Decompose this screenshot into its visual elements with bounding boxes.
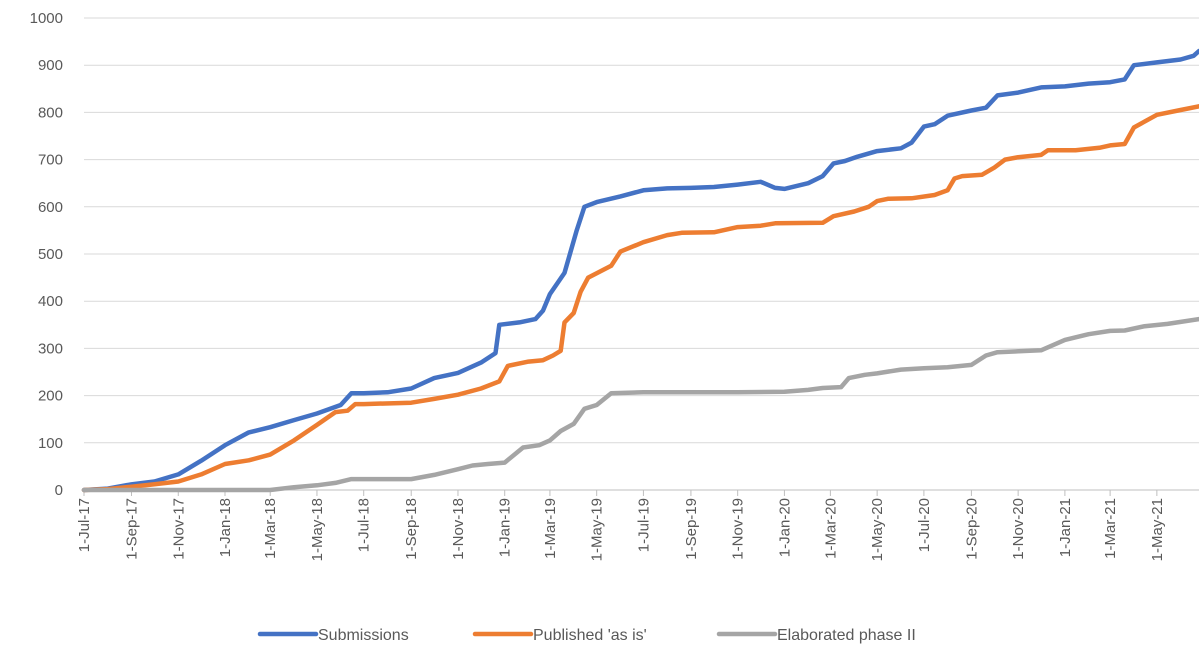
legend-label: Elaborated phase II [777, 627, 916, 644]
x-axis-ticks: 1-Jul-17 1-Sep-17 1-Nov-17 1-Jan-18 1-Mar-18… [76, 490, 1166, 561]
y-tick-label: 500 [38, 246, 63, 263]
x-tick-label: 1-Mar-18 [262, 498, 279, 559]
x-tick-label: 1-Mar-19 [542, 498, 559, 559]
x-tick-label: 1-May-19 [589, 498, 606, 561]
y-tick-label: 100 [38, 435, 63, 452]
legend-label: Published 'as is' [533, 627, 647, 644]
y-axis-ticks: 0 100 200 300 400 500 600 700 800 900 1000 [30, 10, 63, 499]
series-line-0 [81, 48, 1199, 493]
x-tick-label: 1-Jan-18 [217, 498, 234, 557]
x-tick-label: 1-Sep-19 [683, 498, 700, 560]
x-tick-label: 1-Jul-18 [356, 498, 373, 552]
legend: Submissions Published 'as is' Elaborated p… [257, 627, 916, 644]
x-tick-label: 1-Jan-20 [776, 498, 793, 557]
x-tick-label: 1-Jul-19 [635, 498, 652, 552]
x-tick-label: 1-Mar-21 [1102, 498, 1119, 559]
x-tick-label: 1-Nov-19 [730, 498, 747, 560]
x-tick-label: 1-Jul-17 [76, 498, 93, 552]
legend-label: Submissions [318, 627, 409, 644]
y-tick-label: 600 [38, 199, 63, 216]
x-tick-label: 1-Sep-18 [403, 498, 420, 560]
y-tick-label: 800 [38, 104, 63, 121]
x-tick-label: 1-May-18 [309, 498, 326, 561]
y-tick-label: 900 [38, 57, 63, 74]
y-tick-label: 300 [38, 340, 63, 357]
x-tick-label: 1-Nov-17 [170, 498, 187, 560]
y-tick-label: 700 [38, 152, 63, 169]
x-tick-label: 1-Sep-20 [963, 498, 980, 560]
y-tick-label: 1000 [30, 10, 63, 27]
x-tick-label: 1-Jan-19 [497, 498, 514, 557]
x-tick-label: 1-May-20 [869, 498, 886, 561]
y-tick-label: 400 [38, 293, 63, 310]
gridlines [84, 17, 1199, 444]
series-line-2 [81, 316, 1199, 493]
y-tick-label: 200 [38, 388, 63, 405]
x-tick-label: 1-Sep-17 [124, 498, 141, 560]
x-tick-label: 1-Jul-20 [916, 498, 933, 552]
series-line-1 [81, 104, 1199, 493]
x-tick-label: 1-Nov-20 [1010, 498, 1027, 560]
y-tick-label: 0 [55, 482, 63, 499]
x-tick-label: 1-Nov-18 [450, 498, 467, 560]
x-tick-label: 1-Jan-21 [1057, 498, 1074, 557]
x-tick-label: 1-May-21 [1149, 498, 1166, 561]
x-tick-label: 1-Mar-20 [822, 498, 839, 559]
series-lines [81, 48, 1199, 493]
